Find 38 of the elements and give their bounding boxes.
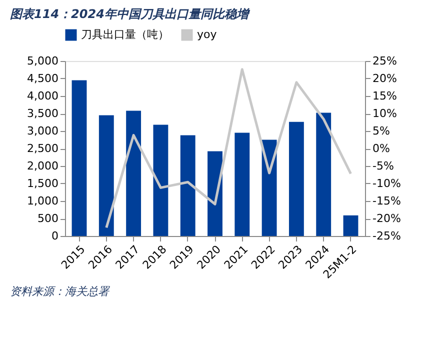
bar [153,124,168,236]
y2-tick-label: -15% [372,194,401,208]
y-tick-label: 1,000 [27,194,58,208]
legend-label: yoy [197,28,218,41]
y2-tick-label: -10% [372,177,401,190]
y-tick-label: 3,000 [27,124,58,138]
chart-title: 图表114：2024年中国刀具出口量同比稳增 [10,7,250,21]
y-tick-label: 0 [52,230,58,242]
y-tick-label: 3,500 [27,107,58,120]
y2-tick-label: 5% [372,124,390,138]
y-tick-label: 2,500 [27,142,58,155]
bar [98,115,114,236]
text: 资料来源：海关总署 [10,285,110,298]
bar [180,135,196,236]
y-tick-label: 5,000 [27,54,58,68]
bar [288,122,304,236]
bar [208,151,222,236]
y2-tick-label: -20% [372,212,401,225]
y2-tick-label: -5% [372,160,394,172]
y2-tick-label: 25% [372,54,397,68]
bar [126,110,142,236]
y-tick-label: 2,000 [27,160,58,172]
y-tick-label: 4,500 [27,72,58,85]
y2-tick-label: 10% [372,107,397,120]
legend-label: 刀具出口量（吨） [81,28,169,41]
bar [316,112,332,236]
bar [72,80,87,236]
bar [343,215,358,236]
y2-tick-label: 15% [372,90,397,102]
y-tick-label: 500 [38,212,58,225]
y2-tick-label: -25% [372,230,401,242]
y-tick-label: 4,000 [27,90,58,102]
y-tick-label: 1,500 [27,177,58,190]
bar [234,132,250,236]
y2-tick-label: 20% [372,72,397,85]
y2-tick-label: 0% [372,142,390,155]
bar [262,140,277,236]
line-series [105,68,352,229]
